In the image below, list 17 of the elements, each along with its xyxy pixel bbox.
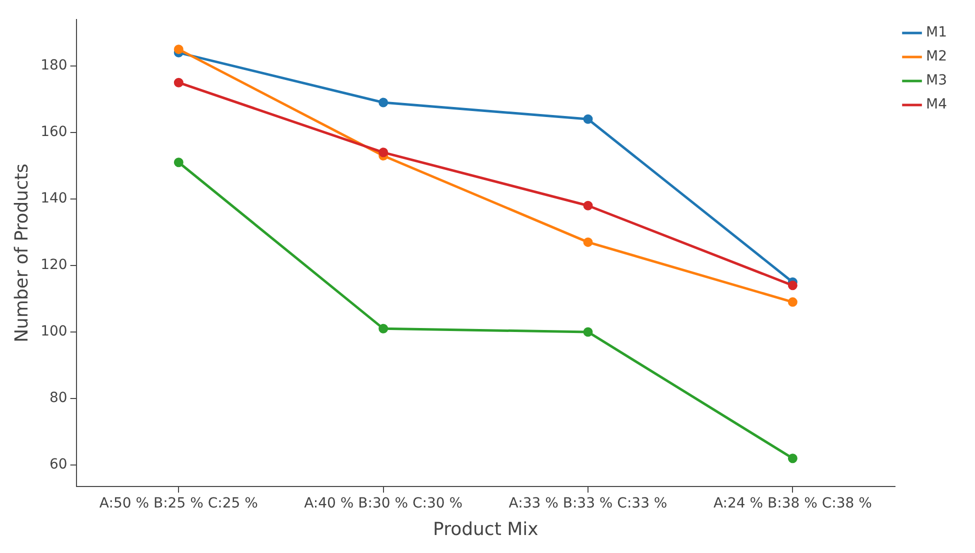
y-axis-title: Number of Products [11, 164, 32, 342]
x-tick-label: A:50 % B:25 % C:25 % [99, 496, 258, 512]
y-tick-label: 80 [49, 390, 68, 406]
legend-label: M2 [926, 48, 948, 65]
y-tick-label: 120 [40, 257, 68, 274]
y-tick-label: 140 [40, 190, 68, 207]
legend-label: M1 [926, 24, 948, 41]
x-tick-label: A:40 % B:30 % C:30 % [304, 496, 463, 512]
legend-label: M4 [926, 96, 948, 113]
x-tick-label: A:33 % B:33 % C:33 % [508, 496, 668, 512]
x-tick-label: A:24 % B:38 % C:38 % [713, 496, 872, 512]
y-tick-label: 60 [49, 456, 68, 473]
y-tick-label: 100 [40, 324, 68, 340]
y-tick-label: 160 [40, 124, 68, 140]
x-axis-title: Product Mix [433, 518, 539, 540]
y-tick-label: 180 [40, 58, 68, 74]
legend-label: M3 [926, 72, 948, 89]
